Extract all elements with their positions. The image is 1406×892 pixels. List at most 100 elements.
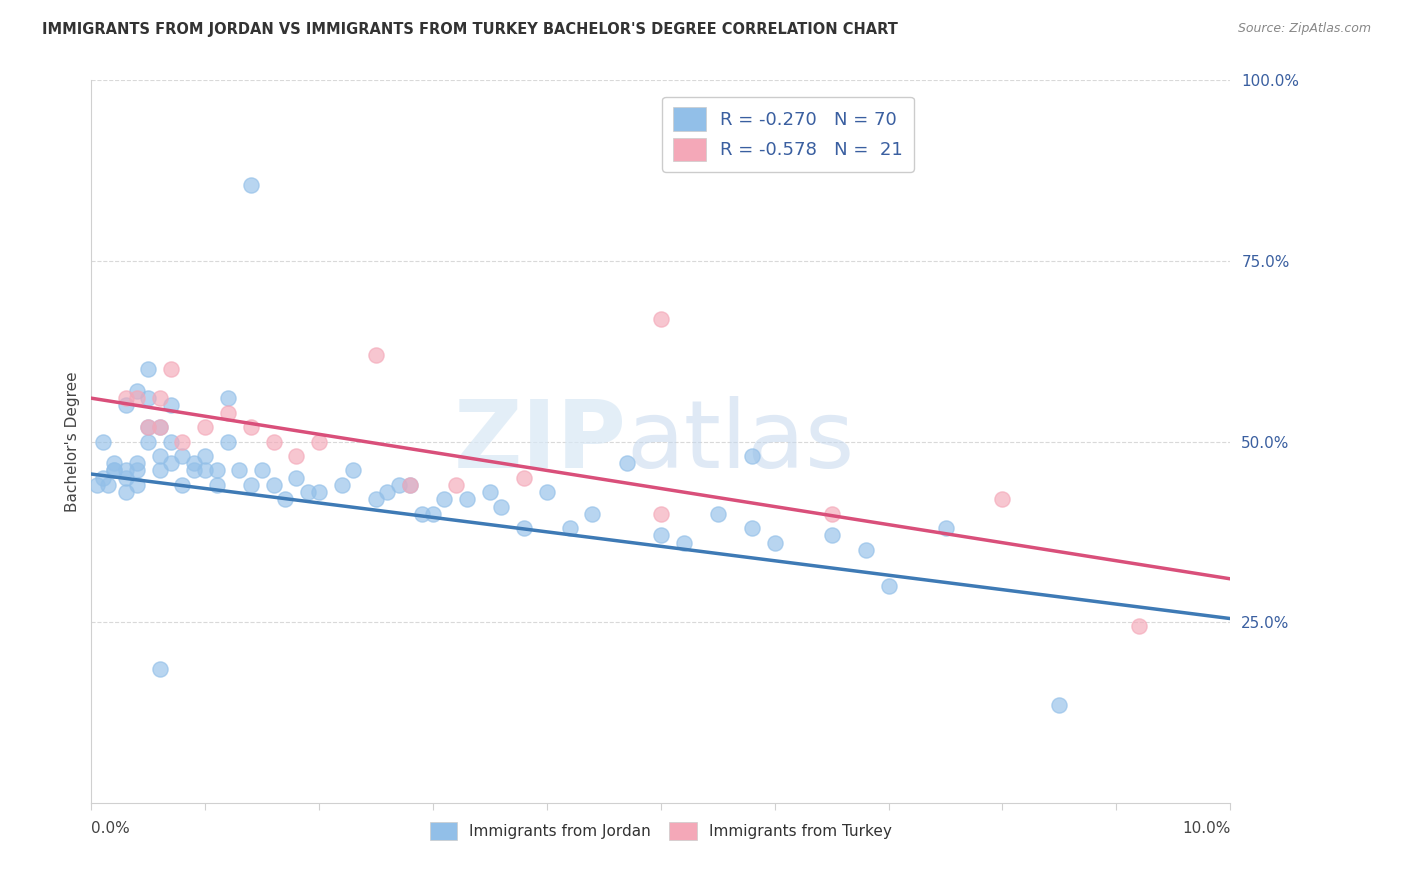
Point: [86, 478, 108, 492]
Point: [239, 478, 262, 492]
Point: [650, 528, 672, 542]
Point: [820, 507, 842, 521]
Point: [1128, 619, 1150, 633]
Point: [388, 478, 411, 492]
Point: [513, 521, 536, 535]
Point: [616, 456, 638, 470]
Text: IMMIGRANTS FROM JORDAN VS IMMIGRANTS FROM TURKEY BACHELOR'S DEGREE CORRELATION C: IMMIGRANTS FROM JORDAN VS IMMIGRANTS FRO…: [42, 22, 898, 37]
Point: [114, 463, 136, 477]
Point: [239, 178, 262, 192]
Point: [183, 456, 205, 470]
Text: 0.0%: 0.0%: [91, 821, 131, 836]
Point: [250, 463, 273, 477]
Point: [263, 478, 285, 492]
Point: [239, 420, 262, 434]
Point: [411, 507, 433, 521]
Point: [934, 521, 956, 535]
Point: [114, 398, 136, 412]
Point: [114, 391, 136, 405]
Point: [160, 362, 183, 376]
Point: [308, 485, 330, 500]
Point: [217, 391, 239, 405]
Point: [1049, 698, 1071, 713]
Point: [149, 662, 172, 676]
Point: [364, 348, 387, 362]
Point: [536, 485, 558, 500]
Point: [444, 478, 467, 492]
Point: [217, 434, 239, 449]
Point: [217, 406, 239, 420]
Point: [138, 420, 160, 434]
Point: [172, 449, 194, 463]
Point: [149, 463, 172, 477]
Point: [274, 492, 297, 507]
Point: [650, 311, 672, 326]
Point: [103, 463, 125, 477]
Point: [877, 579, 900, 593]
Point: [125, 463, 148, 477]
Text: Source: ZipAtlas.com: Source: ZipAtlas.com: [1237, 22, 1371, 36]
Point: [149, 420, 172, 434]
Point: [399, 478, 422, 492]
Point: [172, 478, 194, 492]
Point: [194, 449, 217, 463]
Y-axis label: Bachelor's Degree: Bachelor's Degree: [65, 371, 80, 512]
Point: [194, 420, 217, 434]
Text: 10.0%: 10.0%: [1182, 821, 1230, 836]
Point: [478, 485, 502, 500]
Point: [855, 542, 877, 557]
Point: [228, 463, 250, 477]
Point: [138, 362, 160, 376]
Point: [125, 384, 148, 398]
Point: [285, 470, 308, 484]
Text: atlas: atlas: [627, 395, 855, 488]
Point: [125, 478, 148, 492]
Text: ZIP: ZIP: [454, 395, 627, 488]
Point: [672, 535, 695, 549]
Legend: Immigrants from Jordan, Immigrants from Turkey: Immigrants from Jordan, Immigrants from …: [423, 816, 898, 846]
Point: [91, 434, 114, 449]
Point: [513, 470, 536, 484]
Point: [183, 463, 205, 477]
Point: [263, 434, 285, 449]
Point: [114, 470, 136, 484]
Point: [433, 492, 456, 507]
Point: [172, 434, 194, 449]
Point: [138, 391, 160, 405]
Point: [377, 485, 399, 500]
Point: [114, 485, 136, 500]
Point: [308, 434, 330, 449]
Point: [149, 449, 172, 463]
Point: [364, 492, 387, 507]
Point: [650, 507, 672, 521]
Point: [741, 521, 763, 535]
Point: [581, 507, 603, 521]
Point: [91, 470, 114, 484]
Point: [820, 528, 842, 542]
Point: [160, 456, 183, 470]
Point: [991, 492, 1014, 507]
Point: [285, 449, 308, 463]
Point: [125, 456, 148, 470]
Point: [103, 456, 125, 470]
Point: [741, 449, 763, 463]
Point: [97, 478, 120, 492]
Point: [706, 507, 728, 521]
Point: [138, 420, 160, 434]
Point: [558, 521, 581, 535]
Point: [763, 535, 786, 549]
Point: [342, 463, 364, 477]
Point: [456, 492, 478, 507]
Point: [330, 478, 353, 492]
Point: [399, 478, 422, 492]
Point: [160, 434, 183, 449]
Point: [422, 507, 444, 521]
Point: [491, 500, 513, 514]
Point: [160, 398, 183, 412]
Point: [138, 434, 160, 449]
Point: [297, 485, 319, 500]
Point: [149, 420, 172, 434]
Point: [205, 463, 228, 477]
Point: [149, 391, 172, 405]
Point: [205, 478, 228, 492]
